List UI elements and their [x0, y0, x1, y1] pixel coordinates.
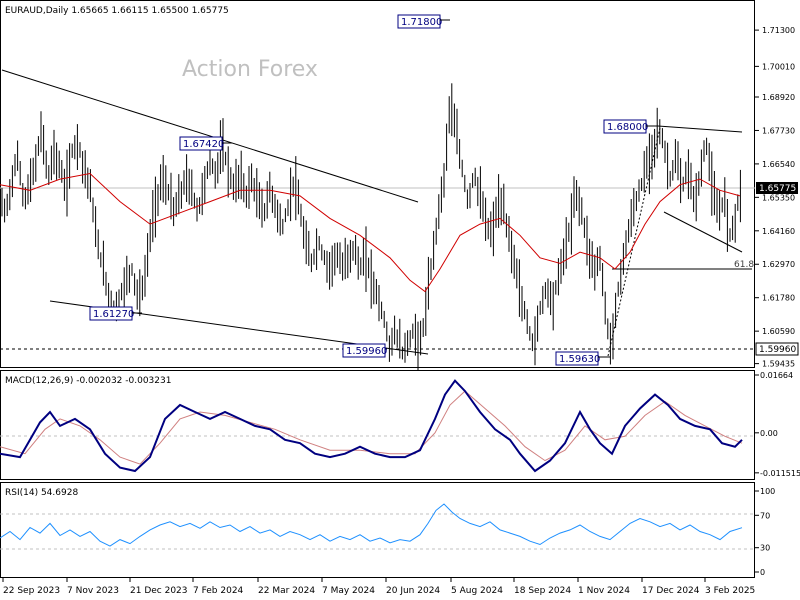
price-bars [1, 83, 741, 375]
reference-level-box [755, 342, 799, 356]
rsi-tick-label: 100 [760, 487, 775, 496]
time-tick-label: 7 Feb 2024 [193, 586, 244, 596]
rsi-tick-label: 0 [760, 568, 765, 577]
current-price-box [756, 182, 798, 194]
swing-label-4-text: 1.61270 [93, 309, 134, 320]
time-tick-label: 21 Dec 2023 [130, 586, 188, 596]
swing-label-3-text: 1.68000 [607, 122, 648, 133]
fib-label: 61.8 [734, 260, 754, 270]
swing-label-1-text: 1.71800 [401, 17, 442, 28]
watermark: Action Forex [182, 57, 318, 82]
swing-label-6: 1.59630 [555, 351, 610, 366]
price-tick-label: 1.71300 [762, 26, 795, 35]
rsi-line [0, 503, 743, 547]
time-tick-label: 3 Feb 2025 [705, 586, 755, 596]
time-axis: 22 Sep 2023 7 Nov 2023 21 Dec 2023 7 Feb 20… [2, 578, 755, 596]
swing-label-1: 1.71800 [397, 14, 450, 29]
price-panel-frame [0, 0, 755, 368]
macd-signal-line [0, 390, 743, 465]
rsi-tick-label: 30 [760, 544, 770, 553]
macd-label: MACD(12,26,9) -0.002032 -0.003231 [5, 376, 171, 386]
chart-header: EURAUD,Daily 1.65665 1.66115 1.65500 1.6… [5, 6, 229, 16]
price-tick-label: 1.60590 [762, 327, 795, 336]
time-tick-label: 1 Nov 2024 [578, 586, 630, 596]
swing-label-2-text: 1.67420 [183, 139, 224, 150]
rsi-tick-label: 70 [760, 511, 770, 520]
time-tick-label: 18 Sep 2024 [514, 586, 571, 596]
swing-label-2: 1.67420 [179, 136, 232, 151]
price-tick-label: 1.65350 [762, 193, 795, 202]
price-tick-label: 1.59435 [762, 360, 795, 369]
moving-average-line [0, 172, 741, 293]
rsi-panel-frame [0, 482, 755, 578]
price-tick-label: 1.67730 [762, 126, 795, 135]
fib-retracement-diagonal [607, 127, 661, 357]
price-tick-label: 1.64160 [762, 227, 795, 236]
price-axis: 1.71300 1.70010 1.68920 1.67730 1.66540 1.653… [755, 26, 795, 369]
time-tick-label: 22 Mar 2024 [258, 586, 315, 596]
macd-panel-frame [0, 370, 755, 480]
price-tick-label: 1.66540 [762, 160, 795, 169]
price-tick-label: 1.68920 [762, 93, 795, 102]
swing-label-6-text: 1.59630 [559, 354, 600, 365]
trendline-descending-upper [1, 69, 419, 203]
trendline-channel-top [657, 125, 743, 133]
current-price-label: 1.65775 [759, 184, 796, 194]
trendline-channel-bottom [663, 211, 743, 253]
rsi-axis: 100 70 30 0 [755, 487, 775, 577]
rsi-label: RSI(14) 54.6928 [5, 488, 78, 498]
time-tick-label: 5 Aug 2024 [451, 586, 503, 596]
price-tick-label: 1.62970 [762, 260, 795, 269]
time-tick-label: 17 Dec 2024 [642, 586, 700, 596]
macd-tick-label: 0.01664 [760, 371, 793, 380]
time-tick-label: 22 Sep 2023 [3, 586, 60, 596]
swing-label-5-text: 1.59960 [346, 346, 387, 357]
reference-level-label: 1.59960 [759, 345, 796, 355]
macd-tick-label: 0.00 [760, 429, 778, 438]
macd-axis: 0.01664 0.00 -0.011515 [755, 371, 800, 478]
time-tick-label: 7 Nov 2023 [67, 586, 119, 596]
swing-label-3: 1.68000 [603, 119, 658, 134]
swing-label-5: 1.59960 [342, 343, 387, 358]
macd-line [0, 379, 743, 473]
time-tick-label: 20 Jun 2024 [386, 586, 440, 596]
price-tick-label: 1.61780 [762, 294, 795, 303]
price-tick-label: 1.70010 [762, 62, 795, 71]
macd-tick-label: -0.011515 [760, 469, 800, 478]
swing-label-4: 1.61270 [89, 306, 142, 321]
time-tick-label: 7 May 2024 [322, 586, 375, 596]
